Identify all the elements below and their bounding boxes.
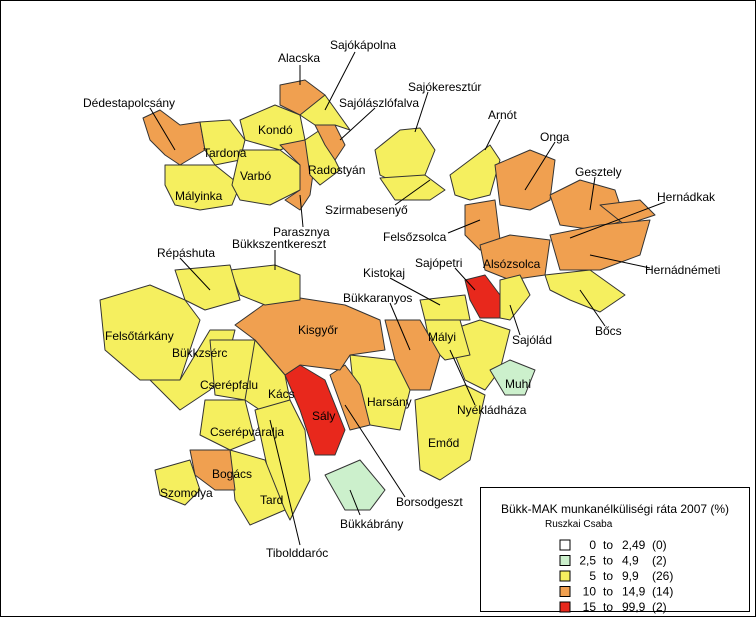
place-label: Szomolya xyxy=(160,486,213,500)
legend-count: (0) xyxy=(652,538,667,552)
legend-from: 15 xyxy=(583,600,597,614)
place-label: Gesztely xyxy=(575,165,622,179)
legend-swatch xyxy=(559,601,571,613)
region xyxy=(549,219,651,271)
place-label: Kistokaj xyxy=(363,266,405,280)
region xyxy=(284,364,346,456)
region xyxy=(489,359,536,396)
legend-to: 9,9 xyxy=(622,569,639,583)
place-label: Bogács xyxy=(212,467,252,481)
place-label: Sajólászlófalva xyxy=(339,96,419,110)
legend-count: (2) xyxy=(652,554,667,568)
place-label: Radostyán xyxy=(308,163,365,177)
legend-swatch xyxy=(559,586,571,597)
place-label: Alacska xyxy=(278,51,320,65)
place-label: Sajópetri xyxy=(415,256,462,270)
place-label: Kács xyxy=(268,387,295,401)
region xyxy=(324,459,386,511)
legend-to: 2,49 xyxy=(622,538,646,552)
regions xyxy=(99,79,656,526)
place-label: Bükkábrány xyxy=(340,517,403,531)
legend-author: Ruszkai Csaba xyxy=(545,519,613,530)
place-label: Mályinka xyxy=(175,189,223,203)
region xyxy=(599,199,656,226)
place-label: Onga xyxy=(540,130,570,144)
legend-title: Bükk-MAK munkanélküliségi ráta 2007 (%) xyxy=(501,502,729,516)
place-label: Cserépfalu xyxy=(200,378,258,392)
legend-to-word: to xyxy=(603,585,613,599)
legend-from: 2,5 xyxy=(579,554,596,568)
region xyxy=(154,459,201,506)
region xyxy=(189,449,236,491)
place-label: Muhi xyxy=(505,377,531,391)
region xyxy=(499,274,531,321)
region xyxy=(229,449,286,526)
legend-box xyxy=(480,487,750,612)
place-label: Dédestapolcsány xyxy=(83,96,175,110)
region xyxy=(544,269,626,313)
place-label: Arnót xyxy=(488,108,517,122)
place-label: Bükkzsérc xyxy=(172,346,227,360)
legend-swatch xyxy=(559,539,571,551)
region xyxy=(299,94,351,131)
place-label: Kisgyőr xyxy=(298,323,338,337)
place-label: Bükkaranyos xyxy=(343,291,412,305)
region xyxy=(199,399,256,451)
place-label: Alsózsolca xyxy=(483,257,541,271)
place-label: Hernádnémeti xyxy=(645,263,720,277)
legend-from: 0 xyxy=(589,538,596,552)
place-label: Hernádkak xyxy=(657,190,716,204)
place-label: Felsőtárkány xyxy=(105,329,174,343)
place-label: Tardona xyxy=(203,146,247,160)
region xyxy=(99,284,201,381)
place-label: Cserépváralja xyxy=(210,425,284,439)
legend-count: (14) xyxy=(652,585,673,599)
place-label: Nyékládháza xyxy=(457,403,527,417)
place-label: Varbó xyxy=(240,169,271,183)
region xyxy=(414,384,486,481)
legend: Bükk-MAK munkanélküliségi ráta 2007 (%) … xyxy=(480,487,750,614)
region xyxy=(494,149,556,211)
region xyxy=(164,164,241,211)
place-label: Sajókápolna xyxy=(330,38,396,52)
legend-to: 14,9 xyxy=(622,585,646,599)
place-label: Sajólád xyxy=(512,333,552,347)
legend-to: 99,9 xyxy=(622,600,646,614)
legend-swatch xyxy=(559,555,571,566)
leader-lines xyxy=(149,51,666,546)
legend-to-word: to xyxy=(603,600,613,614)
place-label: Parasznya xyxy=(273,225,330,239)
place-label: Felsőzsolca xyxy=(383,230,447,244)
place-label: Sajókeresztúr xyxy=(408,80,481,94)
place-label: Emőd xyxy=(428,436,459,450)
place-label: Bükkszentkereszt xyxy=(232,237,327,251)
place-label: Szirmabesenyő xyxy=(325,203,408,217)
region xyxy=(231,149,301,206)
legend-to: 4,9 xyxy=(622,554,639,568)
place-label: Bőcs xyxy=(595,324,622,338)
region xyxy=(374,127,436,186)
place-label: Tibolddaróc xyxy=(266,546,328,560)
legend-count: (2) xyxy=(652,600,667,614)
legend-swatch xyxy=(559,570,571,582)
place-label: Kondó xyxy=(258,123,293,137)
legend-to-word: to xyxy=(603,569,613,583)
legend-count: (26) xyxy=(652,569,673,583)
legend-from: 5 xyxy=(589,569,596,583)
legend-to-word: to xyxy=(603,538,613,552)
place-label: Sály xyxy=(312,409,335,423)
place-label: Borsodgeszt xyxy=(396,495,463,509)
legend-to-word: to xyxy=(603,554,613,568)
place-label: Répáshuta xyxy=(157,246,215,260)
region xyxy=(449,144,501,201)
legend-from: 10 xyxy=(583,585,597,599)
place-label: Tard xyxy=(260,493,283,507)
place-label: Harsány xyxy=(367,395,412,409)
place-labels: Dédestapolcsány Tardona Mályinka Kondó A… xyxy=(83,38,720,560)
place-label: Mályi xyxy=(428,330,456,344)
